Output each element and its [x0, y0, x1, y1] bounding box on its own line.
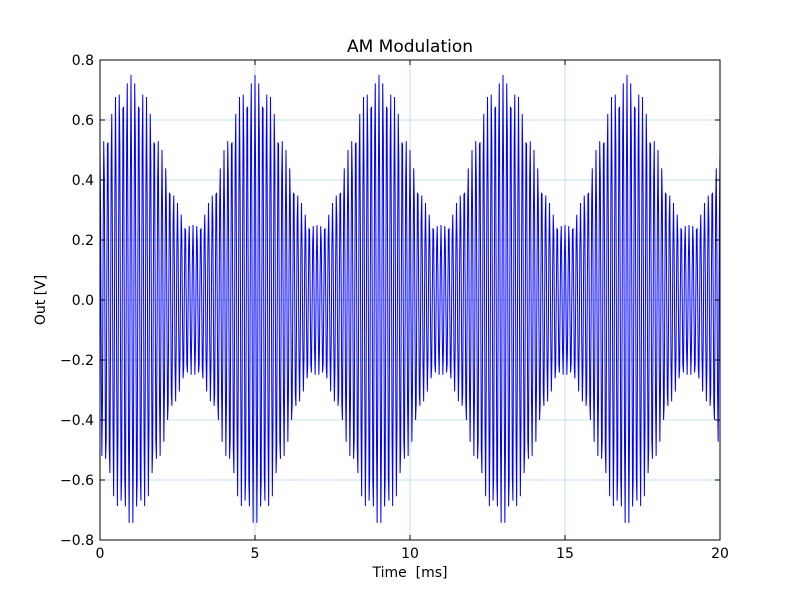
y-axis-label: Out [V]: [33, 275, 49, 325]
x-axis-label: Time [ms]: [371, 565, 447, 581]
y-tick-label: 0.2: [72, 233, 94, 249]
x-tick-label: 10: [401, 546, 419, 562]
y-tick-label: 0.4: [72, 173, 94, 189]
y-tick-label: 0.6: [72, 113, 94, 129]
x-tick-label: 0: [96, 546, 105, 562]
y-tick-label: −0.8: [60, 533, 94, 549]
y-tick-label: −0.4: [60, 413, 94, 429]
y-tick-label: 0.0: [72, 293, 94, 309]
am-signal-line: [99, 74, 721, 523]
axis-ticks: 0 5 10 15 20 −0.8 −0.6 −0.4 −0.2 0.0 0.2 0.4 0.6 0.8: [60, 53, 729, 562]
y-tick-label: −0.2: [60, 353, 94, 369]
x-tick-label: 5: [251, 546, 260, 562]
x-tick-label: 15: [556, 546, 574, 562]
x-tick-label: 20: [711, 546, 729, 562]
series-layer: [99, 74, 721, 523]
y-tick-label: 0.8: [72, 53, 94, 69]
chart-title: AM Modulation: [347, 37, 473, 57]
y-tick-label: −0.6: [60, 473, 94, 489]
